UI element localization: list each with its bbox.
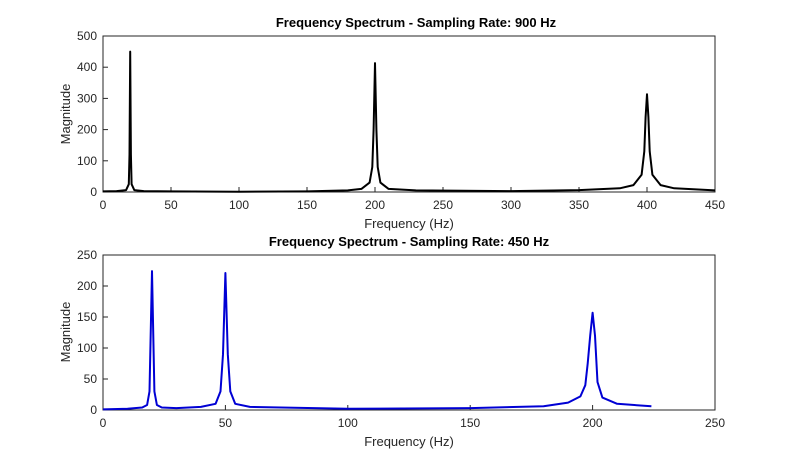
chart-450hz-x-tick-label: 250 [705, 416, 725, 430]
chart-900hz-series-line [102, 50, 716, 193]
chart-900hz-x-tick-label: 50 [164, 198, 178, 212]
chart-900hz-y-ticks: 0 100 200 300 400 500 [77, 29, 108, 199]
chart-900hz-y-tick-label: 200 [77, 123, 97, 137]
chart-450hz-plot-area [102, 254, 716, 411]
chart-450hz-x-tick-label: 150 [460, 416, 480, 430]
chart-450hz-y-tick-label: 150 [77, 310, 97, 324]
chart-450hz-y-tick-label: 50 [84, 372, 98, 386]
chart-900hz-x-tick-label: 200 [365, 198, 385, 212]
chart-450hz-x-tick-label: 50 [219, 416, 233, 430]
chart-900hz-x-tick-label: 150 [297, 198, 317, 212]
chart-900hz-x-tick-label: 450 [705, 198, 725, 212]
chart-900hz-x-tick-label: 400 [637, 198, 657, 212]
chart-450hz-x-axis-label: Frequency (Hz) [364, 434, 454, 449]
chart-900hz-y-tick-label: 300 [77, 91, 97, 105]
chart-450hz-x-tick-label: 0 [100, 416, 107, 430]
chart-900hz-y-tick-label: 500 [77, 29, 97, 43]
chart-450hz-x-ticks: 0 50 100 150 200 250 [100, 405, 725, 430]
chart-900hz-x-tick-label: 0 [100, 198, 107, 212]
chart-900hz: Frequency Spectrum - Sampling Rate: 900 … [58, 15, 725, 231]
chart-450hz-x-tick-label: 100 [338, 416, 358, 430]
chart-900hz-y-tick-label: 400 [77, 60, 97, 74]
chart-450hz-y-tick-label: 100 [77, 341, 97, 355]
chart-450hz-series-line [102, 270, 652, 411]
chart-450hz-title: Frequency Spectrum - Sampling Rate: 450 … [269, 234, 550, 249]
chart-450hz: Frequency Spectrum - Sampling Rate: 450 … [58, 234, 725, 449]
chart-450hz-y-tick-label: 0 [90, 403, 97, 417]
chart-900hz-y-axis-label: Magnitude [58, 84, 73, 145]
chart-450hz-y-tick-label: 200 [77, 279, 97, 293]
chart-900hz-title: Frequency Spectrum - Sampling Rate: 900 … [276, 15, 557, 30]
chart-900hz-x-ticks: 0 50 100 150 200 250 300 350 400 450 [100, 187, 725, 212]
chart-900hz-x-axis-label: Frequency (Hz) [364, 216, 454, 231]
chart-900hz-x-tick-label: 250 [433, 198, 453, 212]
chart-900hz-plot-area [102, 35, 716, 193]
chart-450hz-y-axis-label: Magnitude [58, 302, 73, 363]
chart-900hz-x-tick-label: 350 [569, 198, 589, 212]
chart-900hz-x-tick-label: 300 [501, 198, 521, 212]
chart-450hz-y-tick-label: 250 [77, 248, 97, 262]
chart-900hz-y-tick-label: 100 [77, 154, 97, 168]
chart-900hz-x-tick-label: 100 [229, 198, 249, 212]
chart-900hz-y-tick-label: 0 [90, 185, 97, 199]
chart-450hz-x-tick-label: 200 [583, 416, 603, 430]
